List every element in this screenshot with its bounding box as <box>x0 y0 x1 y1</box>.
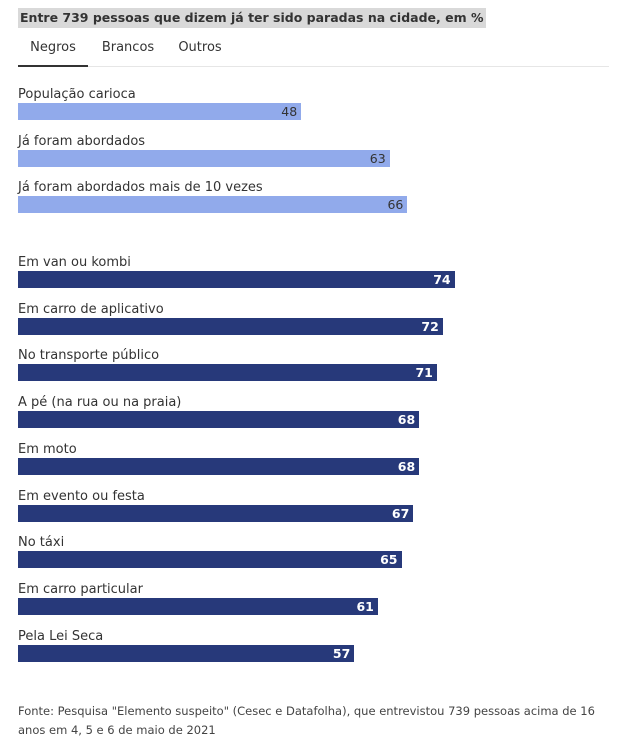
bar: 66 <box>18 196 408 214</box>
bar-value-label: 48 <box>281 104 298 119</box>
category-label: População carioca <box>18 87 136 102</box>
bar: 68 <box>18 457 420 475</box>
bar-value-label: 66 <box>387 197 404 213</box>
category-label: Em carro particular <box>18 581 143 597</box>
category-label: Em carro de aplicativo <box>18 301 164 317</box>
bar: 74 <box>18 271 455 288</box>
bar-value-label: 68 <box>397 458 416 474</box>
category-label: Em evento ou festa <box>18 488 145 504</box>
bar-value-label: 67 <box>391 505 410 521</box>
bar-value-label: 72 <box>421 318 439 334</box>
bar-value-label: 65 <box>380 552 398 568</box>
bar: 68 <box>18 411 420 429</box>
bar: 57 <box>18 644 355 662</box>
tab-outros[interactable]: Outros <box>178 40 222 55</box>
bar-value-label: 63 <box>369 150 386 166</box>
category-label: Já foram abordados <box>18 133 146 149</box>
bar-value-label: 61 <box>356 598 374 614</box>
category-label: A pé (na rua ou na praia) <box>18 395 182 411</box>
bar-value-label: 68 <box>397 412 416 428</box>
bar: 71 <box>18 364 437 382</box>
bar: 48 <box>18 103 302 120</box>
bar-value-label: 57 <box>332 645 351 661</box>
tab-brancos[interactable]: Brancos <box>101 40 155 55</box>
bar: 67 <box>18 504 414 522</box>
category-label: No táxi <box>18 535 65 551</box>
source-note: Fonte: Pesquisa "Elemento suspeito" (Ces… <box>18 704 595 737</box>
category-label: Já foram abordados mais de 10 vezes <box>18 180 263 196</box>
bar: 65 <box>18 551 402 569</box>
category-label: No transporte público <box>18 348 160 364</box>
bar: 61 <box>18 597 378 615</box>
chart-title: Entre 739 pessoas que dizem já ter sido … <box>18 8 486 28</box>
category-label: Em moto <box>18 441 77 457</box>
tab-bar: Negros Brancos Outros <box>18 36 609 67</box>
category-label: Em van ou kombi <box>18 255 131 270</box>
bar-value-label: 74 <box>433 272 451 287</box>
bar-value-label: 71 <box>415 365 433 381</box>
category-label: Pela Lei Seca <box>18 628 104 644</box>
bar: 63 <box>18 149 390 167</box>
tab-negros[interactable]: Negros <box>18 36 88 67</box>
bar: 72 <box>18 317 443 335</box>
